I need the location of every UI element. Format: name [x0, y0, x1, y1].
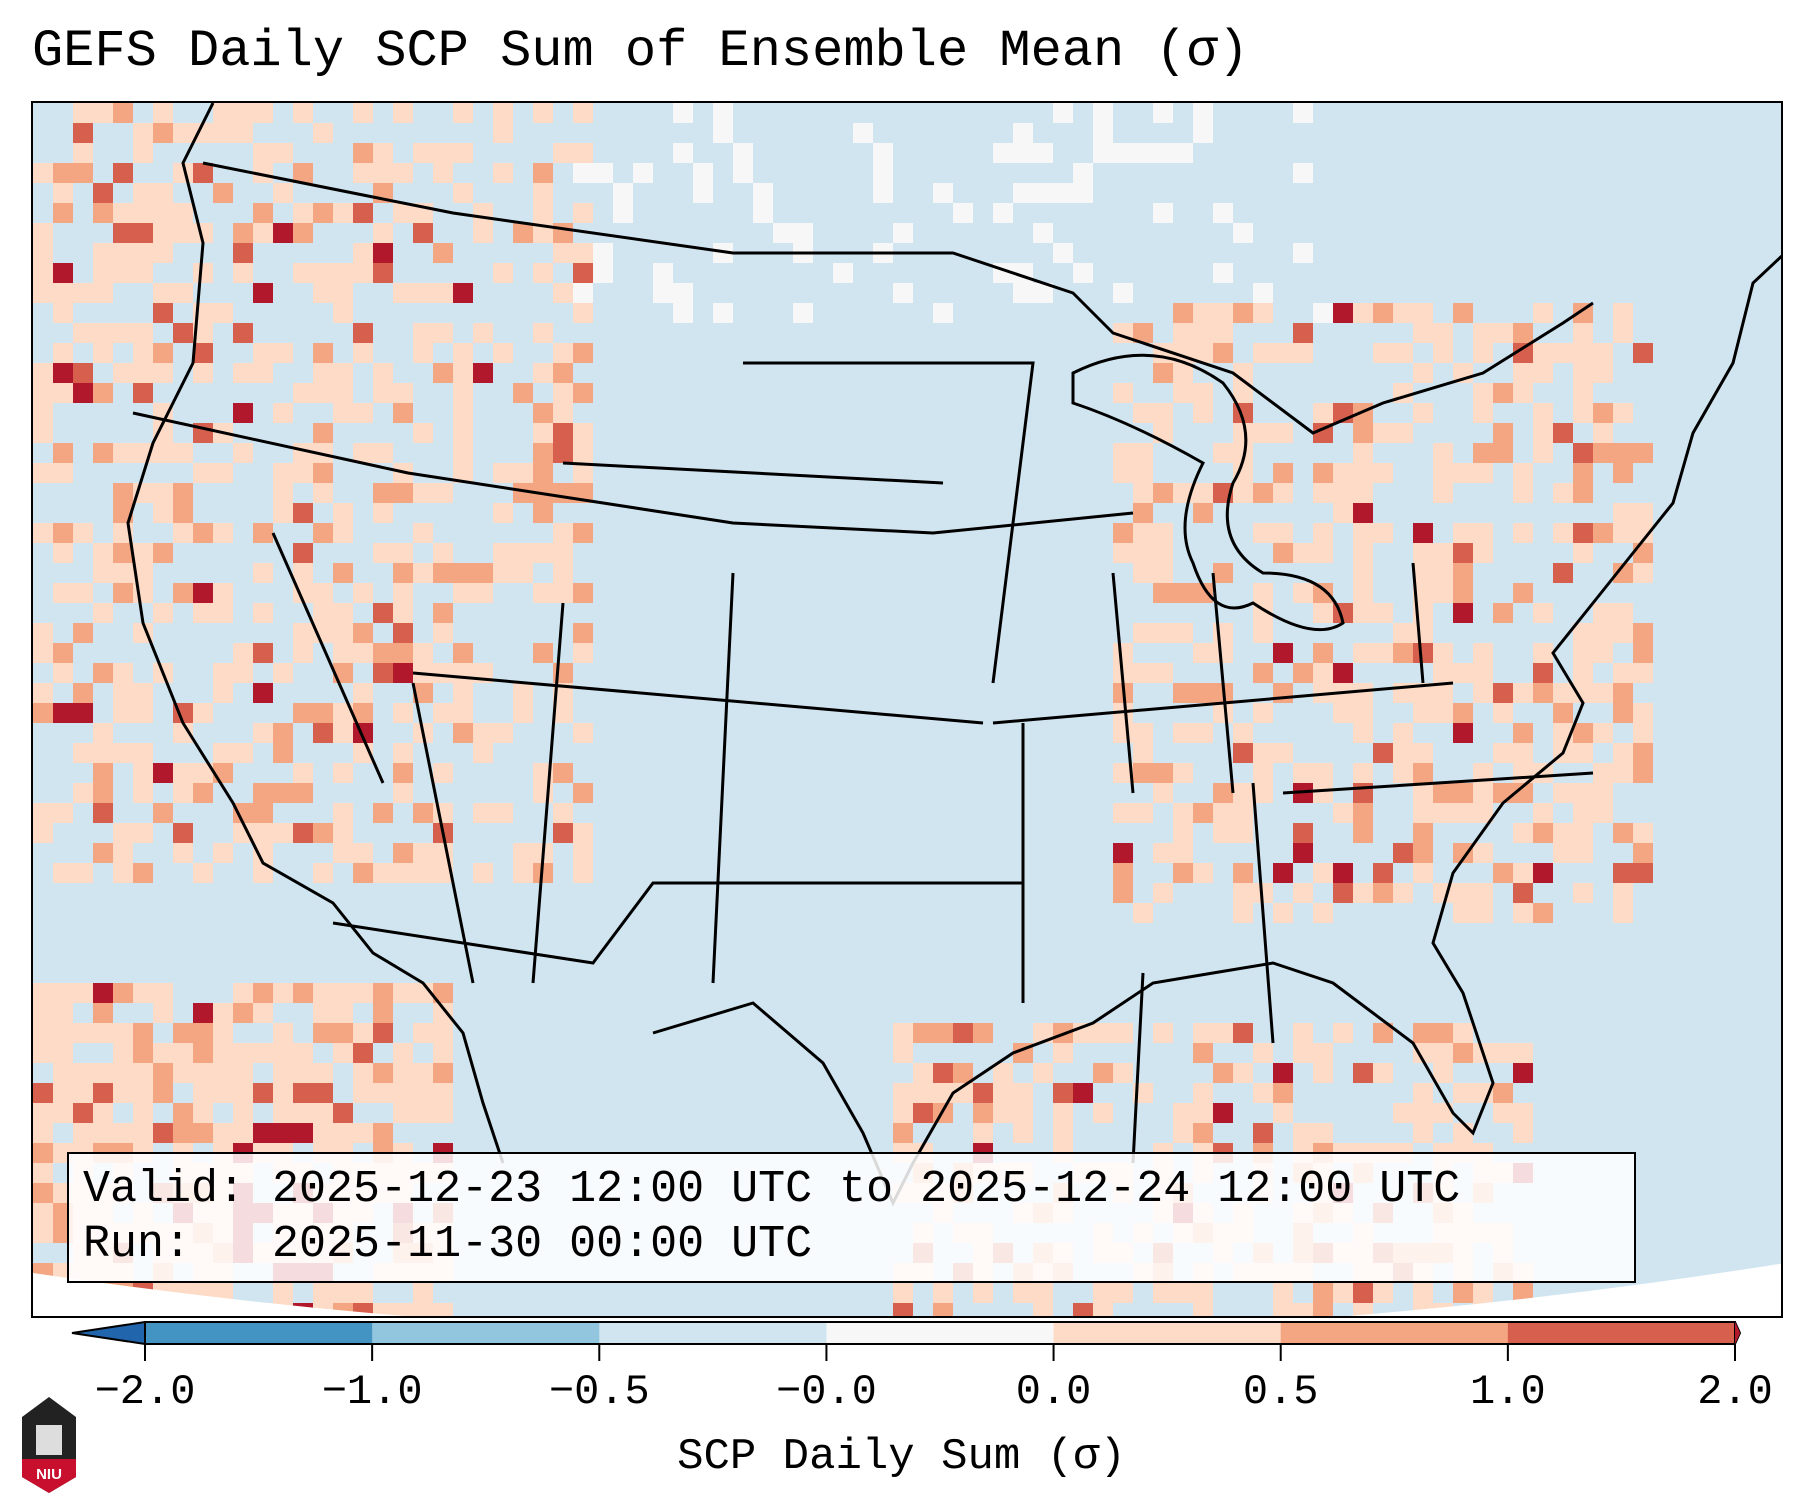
- valid-value: 2025-12-23 12:00 UTC to 2025-12-24 12:00…: [272, 1164, 1461, 1215]
- run-label: Run:: [83, 1219, 192, 1270]
- colorbar-bin: [599, 1322, 827, 1344]
- colorbar-bin: [1280, 1322, 1509, 1344]
- niu-logo: NIU: [22, 1397, 76, 1493]
- chart-title: GEFS Daily SCP Sum of Ensemble Mean (σ): [32, 22, 1249, 81]
- projection-edge: [33, 1263, 1781, 1316]
- colorbar-bin: [372, 1322, 600, 1344]
- logo-text: NIU: [36, 1466, 62, 1483]
- colorbar-tick-label: 0.0: [1015, 1368, 1092, 1416]
- colorbar-bin: [145, 1322, 373, 1344]
- colorbar-tick-label: −0.5: [548, 1368, 650, 1416]
- run-value: 2025-11-30 00:00 UTC: [272, 1219, 813, 1270]
- colorbar-ticks: [144, 1345, 1736, 1361]
- canada-border: [202, 161, 1594, 435]
- map-panel: [31, 101, 1783, 1318]
- map-canvas: [33, 103, 1781, 1316]
- colorbar: [71, 1321, 1742, 1345]
- coastline-gulf-east: [652, 254, 1781, 1207]
- colorbar-extend-low: [71, 1321, 146, 1345]
- state-lines: [132, 361, 1594, 1164]
- colorbar-tick-label: 0.5: [1242, 1368, 1319, 1416]
- colorbar-tick-label: −2.0: [94, 1368, 196, 1416]
- colorbar-bin: [1507, 1322, 1736, 1344]
- coastline-west: [126, 103, 505, 1164]
- scp-cells: [33, 103, 1653, 1316]
- colorbar-tick-label: −1.0: [321, 1368, 423, 1416]
- colorbar-tick-label: 1.0: [1470, 1368, 1546, 1416]
- colorbar-bin: [1053, 1322, 1282, 1344]
- great-lakes: [1071, 353, 1345, 632]
- valid-label: Valid:: [83, 1164, 246, 1215]
- colorbar-tick-label: 2.0: [1697, 1368, 1773, 1416]
- colorbar-tick-label: −0.0: [776, 1368, 877, 1416]
- valid-run-info-box: Valid: 2025-12-23 12:00 UTC to 2025-12-2…: [67, 1152, 1636, 1283]
- colorbar-bin: [826, 1322, 1055, 1344]
- colorbar-label: SCP Daily Sum (σ): [677, 1432, 1126, 1482]
